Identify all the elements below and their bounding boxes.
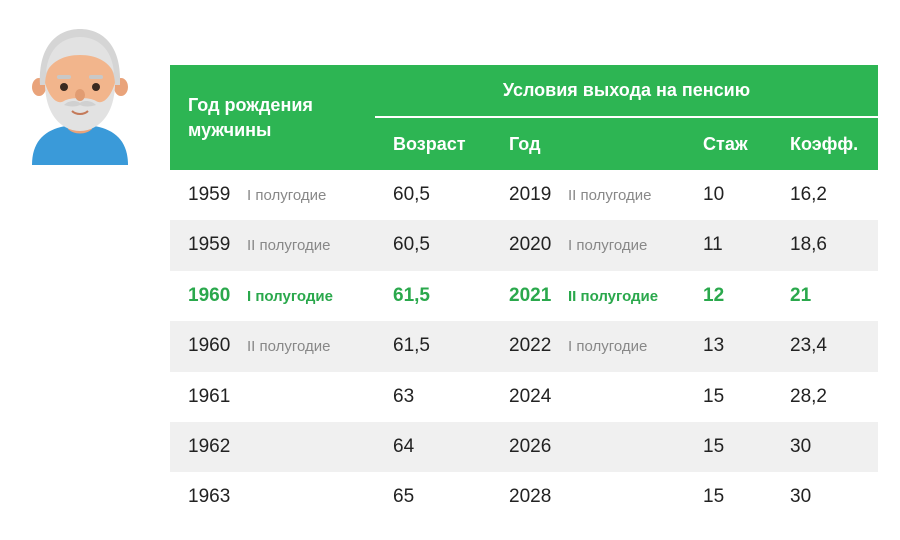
coefficient-cell: 30 xyxy=(790,435,812,457)
table-row: 1961 63 2024 15 28,2 xyxy=(170,372,878,422)
year-cell: 2024 xyxy=(509,385,552,407)
year-cell: 2019 xyxy=(509,184,552,205)
birth-half-cell: II полугодие xyxy=(247,338,331,356)
year-cell: 2020 xyxy=(509,234,552,256)
year-cell: 2021 xyxy=(509,284,552,306)
birth-half-cell: II полугодие xyxy=(247,237,331,255)
year-half-cell: II полугодие xyxy=(568,187,652,204)
header-coefficient: Коэфф. xyxy=(790,134,859,154)
year-half-cell: II полугодие xyxy=(568,287,659,305)
table-row: 1962 64 2026 15 30 xyxy=(170,421,878,473)
age-cell: 64 xyxy=(393,435,415,457)
table-row: 1959 I полугодие 60,5 2019 II полугодие … xyxy=(170,170,878,220)
header-age: Возраст xyxy=(393,134,466,154)
year-cell: 2022 xyxy=(509,335,552,357)
table-row: 1960 II полугодие 61,5 2022 I полугодие … xyxy=(170,321,878,372)
experience-cell: 10 xyxy=(703,184,725,205)
birth-year-cell: 1960 xyxy=(188,335,231,357)
age-cell: 65 xyxy=(393,486,415,508)
experience-cell: 15 xyxy=(703,486,725,508)
age-cell: 63 xyxy=(393,385,415,407)
header-birth-year: Год рождения мужчины xyxy=(188,95,313,140)
experience-cell: 15 xyxy=(703,385,725,407)
table-header: Год рождения мужчины Условия выхода на п… xyxy=(170,65,878,170)
age-cell: 60,5 xyxy=(393,184,430,205)
birth-year-cell: 1961 xyxy=(188,385,231,407)
birth-year-cell: 1960 xyxy=(188,284,231,306)
elderly-man-avatar-icon xyxy=(32,29,128,165)
age-cell: 60,5 xyxy=(393,234,430,256)
experience-cell: 13 xyxy=(703,335,725,357)
experience-cell: 15 xyxy=(703,435,725,457)
birth-year-cell: 1963 xyxy=(188,486,231,508)
birth-year-cell: 1959 xyxy=(188,184,231,205)
year-half-cell: I полугодие xyxy=(568,338,648,356)
coefficient-cell: 18,6 xyxy=(790,234,827,256)
year-cell: 2026 xyxy=(509,435,552,457)
header-experience: Стаж xyxy=(703,134,748,154)
age-cell: 61,5 xyxy=(393,335,430,357)
age-cell: 61,5 xyxy=(393,284,430,306)
year-half-cell: I полугодие xyxy=(568,237,648,255)
pension-table: Год рождения мужчины Условия выхода на п… xyxy=(170,65,878,523)
coefficient-cell: 21 xyxy=(790,284,812,306)
birth-half-cell: I полугодие xyxy=(247,287,333,305)
table-row: 1963 65 2028 15 30 xyxy=(170,472,878,522)
header-divider xyxy=(375,116,878,118)
header-year: Год xyxy=(509,134,541,154)
coefficient-cell: 23,4 xyxy=(790,335,827,357)
birth-year-cell: 1959 xyxy=(188,234,231,256)
birth-year-cell: 1962 xyxy=(188,435,231,457)
header-retirement-conditions: Условия выхода на пенсию xyxy=(502,80,751,100)
year-cell: 2028 xyxy=(509,486,552,508)
coefficient-cell: 28,2 xyxy=(790,385,827,407)
table-row-highlighted: 1960 I полугодие 61,5 2021 II полугодие … xyxy=(170,271,878,321)
coefficient-cell: 16,2 xyxy=(790,184,827,205)
coefficient-cell: 30 xyxy=(790,486,812,508)
table-row: 1959 II полугодие 60,5 2020 I полугодие … xyxy=(170,220,878,271)
experience-cell: 12 xyxy=(703,284,725,306)
experience-cell: 11 xyxy=(703,234,723,256)
birth-half-cell: I полугодие xyxy=(247,187,327,204)
